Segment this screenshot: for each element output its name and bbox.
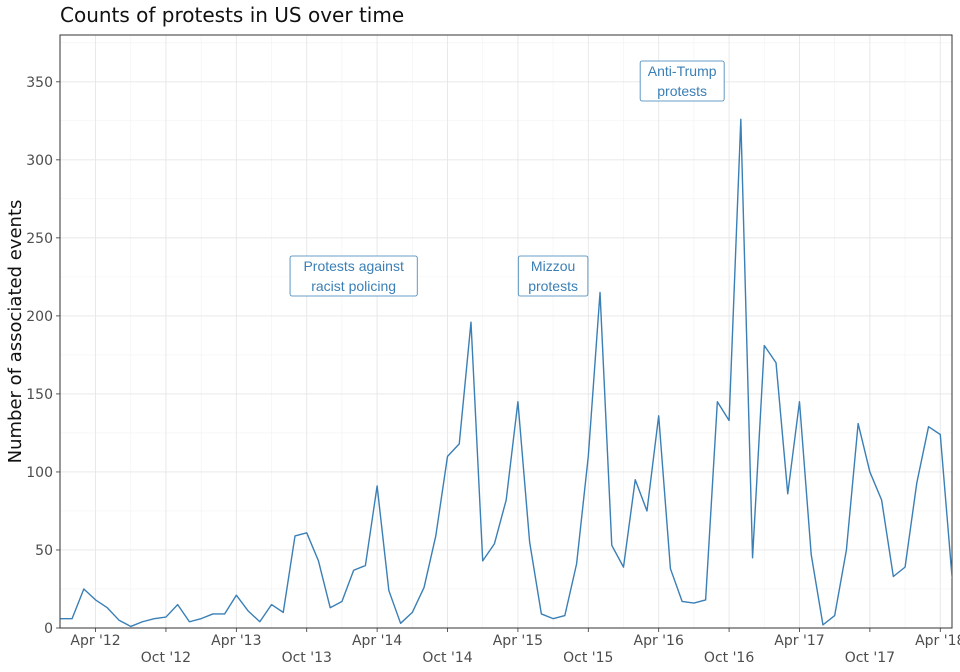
plot-panel — [60, 35, 952, 628]
x-tick-label: Apr '18 — [915, 633, 960, 649]
x-tick-label: Apr '14 — [352, 633, 402, 649]
x-tick-label: Oct '17 — [845, 650, 895, 666]
annotation-box — [289, 255, 418, 297]
y-tick-label: 200 — [26, 309, 53, 325]
x-tick-label: Apr '17 — [774, 633, 824, 649]
x-tick-label: Oct '16 — [704, 650, 754, 666]
x-tick-label: Apr '12 — [70, 633, 120, 649]
plot-border — [59, 34, 953, 629]
y-tick-label: 250 — [26, 231, 53, 247]
x-tick-label: Oct '14 — [422, 650, 472, 666]
x-tick-label: Oct '13 — [282, 650, 332, 666]
y-tick-label: 150 — [26, 387, 53, 403]
annotation-text: racist policing — [311, 278, 396, 294]
series-line — [60, 118, 952, 628]
x-tick-label: Oct '12 — [141, 650, 191, 666]
y-tick-label: 100 — [26, 465, 53, 481]
x-tick-label: Apr '16 — [634, 633, 684, 649]
annotation-box — [517, 255, 589, 297]
annotation-text: Mizzou — [531, 258, 575, 274]
annotation-text: Anti-Trump — [648, 63, 717, 79]
annotation-text: Protests against — [303, 258, 403, 274]
annotation-text: protests — [657, 83, 707, 99]
y-tick-label: 300 — [26, 153, 53, 169]
y-tick-label: 350 — [26, 75, 53, 91]
y-tick-label: 50 — [35, 543, 53, 559]
y-tick-label: 0 — [44, 621, 53, 637]
y-axis-title: Number of associated events — [5, 200, 26, 464]
annotation-box — [639, 60, 725, 102]
annotation-label: Anti-Trump protests — [639, 60, 725, 102]
annotation-label: Mizzou protests — [517, 255, 589, 297]
chart-title: Counts of protests in US over time — [60, 3, 405, 27]
annotation-text: protests — [528, 278, 578, 294]
x-tick-label: Apr '15 — [493, 633, 543, 649]
x-tick-label: Apr '13 — [211, 633, 261, 649]
annotation-label: Protests against racist policing — [289, 255, 418, 297]
x-tick-label: Oct '15 — [563, 650, 613, 666]
